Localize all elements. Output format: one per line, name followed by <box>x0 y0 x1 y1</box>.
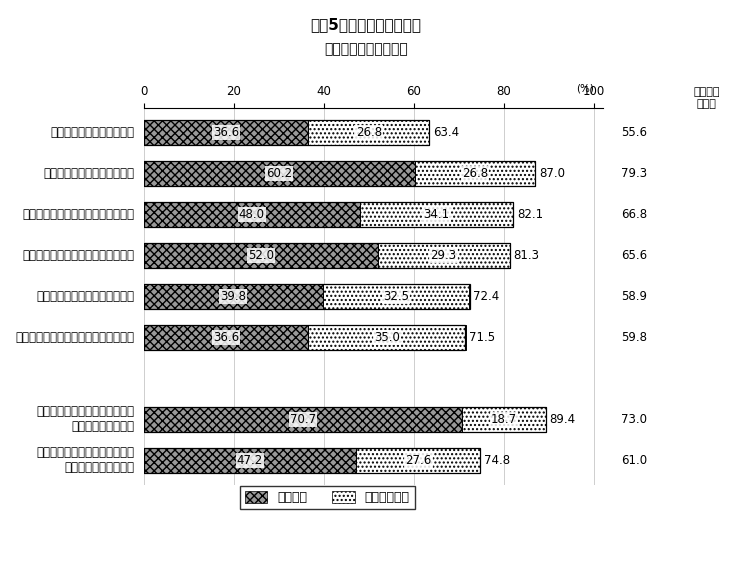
Text: 74.8: 74.8 <box>484 454 510 467</box>
Bar <box>356 448 480 473</box>
Bar <box>143 243 509 268</box>
Text: 【聴覚障がい者調査】: 【聴覚障がい者調査】 <box>324 42 408 56</box>
Text: 26.8: 26.8 <box>356 126 382 139</box>
Text: 59.8: 59.8 <box>621 331 647 344</box>
Bar <box>414 161 535 186</box>
Text: 72.4: 72.4 <box>473 290 499 303</box>
Text: 52.0: 52.0 <box>247 249 274 262</box>
Text: 81.3: 81.3 <box>513 249 539 262</box>
Text: 18.7: 18.7 <box>491 413 517 426</box>
Text: 図表5　仕事に対する意向: 図表5 仕事に対する意向 <box>310 17 422 32</box>
Bar <box>143 120 308 145</box>
Bar <box>378 243 509 268</box>
Bar <box>143 284 469 309</box>
Text: 60.2: 60.2 <box>266 167 292 180</box>
Bar <box>462 407 546 432</box>
Bar <box>143 243 378 268</box>
Text: 27.6: 27.6 <box>405 454 431 467</box>
Legend: そう思う, ややそう思う: そう思う, ややそう思う <box>240 486 415 509</box>
Text: 63.4: 63.4 <box>433 126 459 139</box>
Bar <box>308 325 466 350</box>
Text: 66.8: 66.8 <box>621 208 647 221</box>
Text: 29.3: 29.3 <box>430 249 457 262</box>
Text: 【健聴者
調査】: 【健聴者 調査】 <box>693 87 720 108</box>
Text: (%): (%) <box>576 84 594 94</box>
Text: 47.2: 47.2 <box>237 454 263 467</box>
Bar <box>143 284 323 309</box>
Bar <box>143 202 513 227</box>
Text: 26.8: 26.8 <box>462 167 488 180</box>
Text: 32.5: 32.5 <box>383 290 409 303</box>
Bar <box>143 202 359 227</box>
Text: 39.8: 39.8 <box>220 290 246 303</box>
Bar <box>143 448 356 473</box>
Text: 73.0: 73.0 <box>621 413 647 426</box>
Bar <box>143 407 462 432</box>
Text: 71.5: 71.5 <box>469 331 496 344</box>
Bar <box>143 325 308 350</box>
Bar <box>143 448 480 473</box>
Text: 87.0: 87.0 <box>539 167 565 180</box>
Bar <box>323 284 469 309</box>
Text: 70.7: 70.7 <box>290 413 316 426</box>
Text: 58.9: 58.9 <box>621 290 647 303</box>
Text: 48.0: 48.0 <box>239 208 265 221</box>
Text: 61.0: 61.0 <box>621 454 647 467</box>
Text: 82.1: 82.1 <box>517 208 543 221</box>
Text: 34.1: 34.1 <box>423 208 449 221</box>
Bar <box>359 202 513 227</box>
Bar <box>143 120 429 145</box>
Bar <box>308 120 429 145</box>
Text: 55.6: 55.6 <box>621 126 647 139</box>
Bar <box>143 161 535 186</box>
Text: 89.4: 89.4 <box>550 413 576 426</box>
Text: 35.0: 35.0 <box>374 331 400 344</box>
Text: 65.6: 65.6 <box>621 249 647 262</box>
Text: 36.6: 36.6 <box>213 331 239 344</box>
Text: 79.3: 79.3 <box>621 167 647 180</box>
Bar <box>143 407 546 432</box>
Text: 36.6: 36.6 <box>213 126 239 139</box>
Bar <box>143 161 414 186</box>
Bar <box>143 325 466 350</box>
